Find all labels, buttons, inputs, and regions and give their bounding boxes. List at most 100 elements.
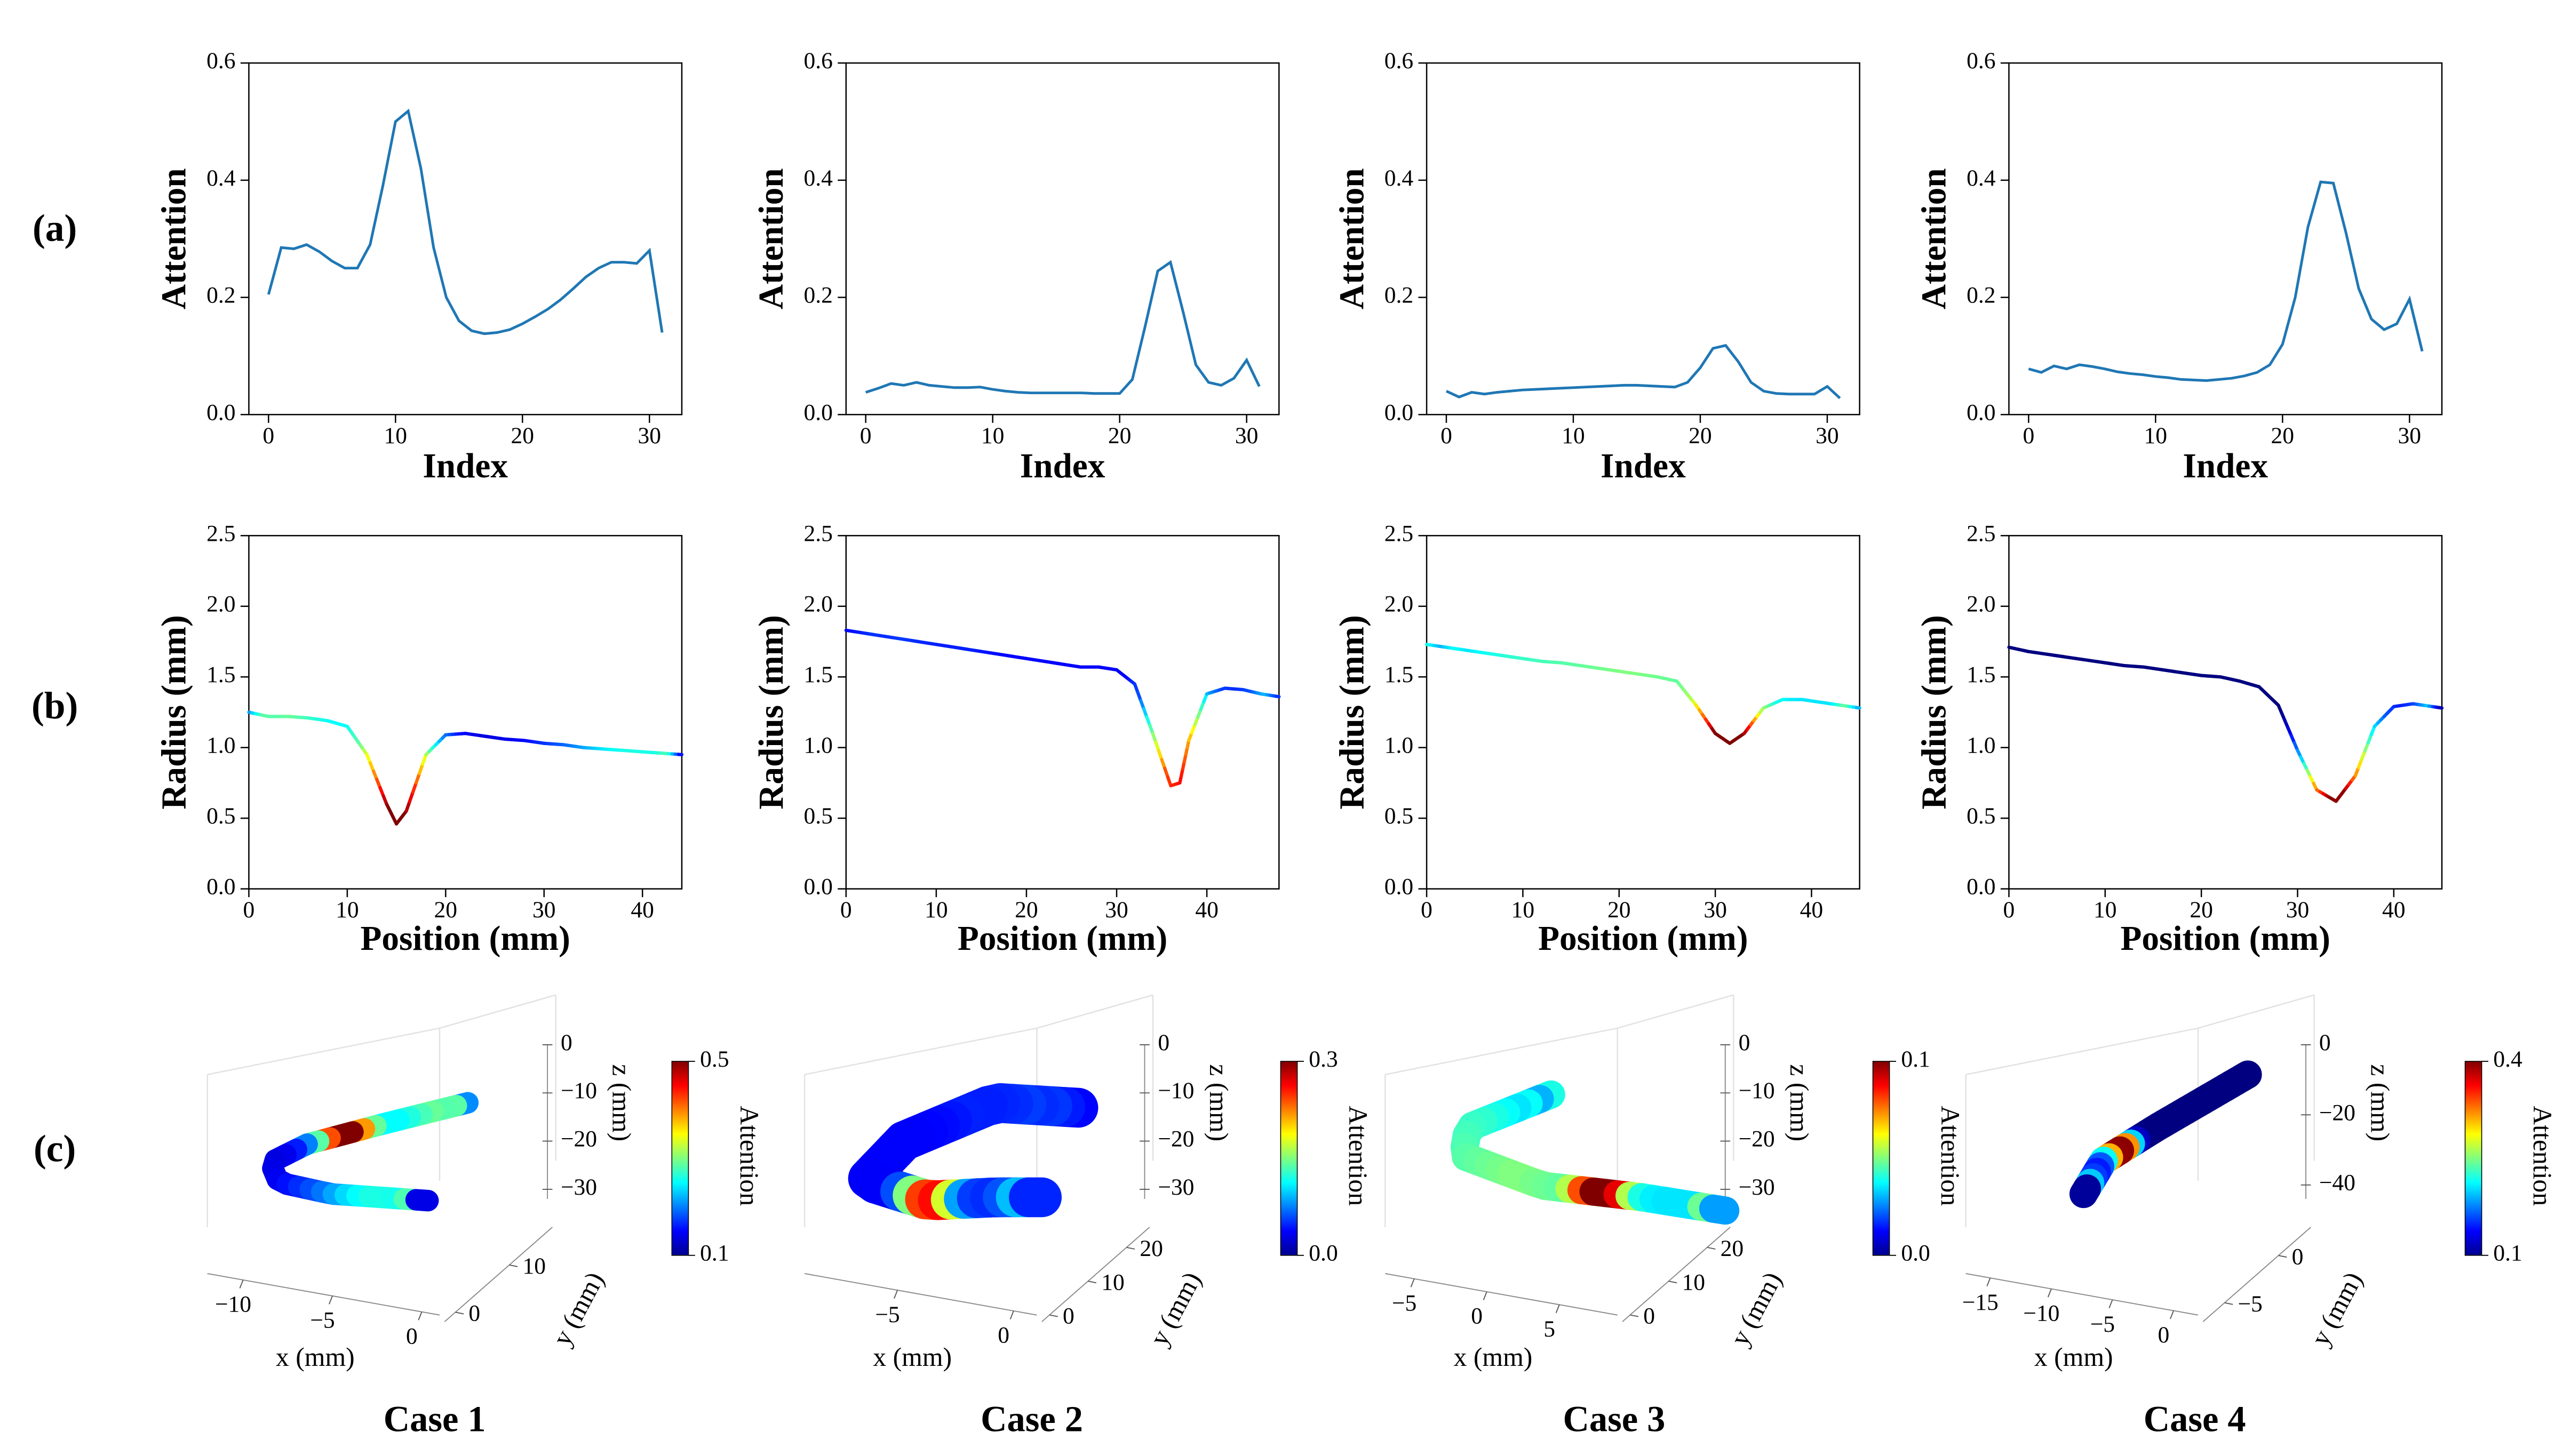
panel-label: (c) [34, 1127, 76, 1170]
y-tick-label: 0 [468, 1301, 480, 1326]
colorbar-label: Attention [1936, 1106, 1965, 1206]
x-tick-label: 30 [638, 423, 662, 449]
x-tick-label: 10 [1562, 423, 1585, 449]
y-axis-label: y (mm) [547, 1267, 610, 1350]
y-tick [2278, 1255, 2287, 1258]
y-tick-label: 1.0 [1384, 733, 1413, 758]
z-tick-label: −20 [2319, 1100, 2355, 1125]
x-tick-label: 30 [2398, 423, 2422, 449]
pane-line [439, 994, 556, 1029]
x-tick [2108, 1299, 2113, 1308]
y-tick-label: 0.4 [1384, 165, 1414, 191]
x-tick-label: 0 [840, 897, 852, 923]
x-tick-label: 0 [2003, 897, 2015, 923]
plot-frame [2008, 535, 2443, 890]
z-axis-label: z (mm) [1204, 1064, 1233, 1141]
z-tick-label: 0 [561, 1030, 572, 1055]
y-tick [1668, 1281, 1677, 1284]
x-tick-label: 20 [434, 897, 458, 923]
plot-frame [248, 535, 683, 890]
y-tick-label: 0.6 [804, 48, 833, 74]
x-tick-label: 30 [1816, 423, 1839, 449]
line-segment [411, 781, 418, 794]
x-axis [1385, 1273, 1618, 1316]
data-line [2028, 180, 2424, 382]
y-axis-label: Radius (mm) [1333, 615, 1371, 810]
y-tick-label: 10 [522, 1253, 546, 1279]
y-tick-label: 0 [1643, 1303, 1655, 1329]
data-line [267, 108, 664, 335]
x-tick-label: 10 [2094, 897, 2117, 923]
x-axis-label: Position (mm) [360, 919, 570, 958]
y-tick-label: 0.2 [206, 283, 235, 308]
y-tick-label: 2.5 [1967, 521, 1995, 546]
y-axis-label: y (mm) [1724, 1267, 1787, 1350]
y-tick [455, 1311, 464, 1315]
colorbar-tick-label: 0.1 [1901, 1046, 1930, 1072]
line-segment [404, 800, 411, 813]
z-axis-label: z (mm) [2365, 1064, 2394, 1141]
y-axis-label: y (mm) [2305, 1267, 2368, 1350]
x-tick-label: 0 [860, 423, 872, 449]
colorbar-tick-label: 0.1 [700, 1241, 729, 1266]
x-axis [804, 1273, 1037, 1316]
z-axis-label: z (mm) [607, 1064, 636, 1141]
y-tick-label: 1.0 [1967, 733, 1995, 758]
x-tick-label: 20 [1108, 423, 1132, 449]
y-tick-label: 2.0 [206, 591, 235, 617]
colorbar-tick-label: 0.0 [1901, 1241, 1930, 1266]
z-tick-label: 0 [2319, 1030, 2331, 1055]
y-tick-label: 0 [2292, 1244, 2304, 1269]
x-tick-label: 20 [2190, 897, 2213, 923]
plot-frame [248, 62, 683, 415]
line-segment [414, 772, 421, 785]
y-tick-label: 2.5 [1384, 521, 1413, 546]
colorbar-tick-label: 0.0 [1309, 1241, 1338, 1266]
y-tick-label: 0.0 [1384, 399, 1413, 425]
y-tick [2224, 1302, 2233, 1305]
x-tick-label: 10 [2144, 423, 2168, 449]
x-tick [1009, 1310, 1014, 1319]
x-tick-label: −10 [215, 1292, 251, 1317]
x-tick-label: 5 [1543, 1316, 1555, 1342]
case-title: Case 4 [2144, 1399, 2246, 1439]
x-axis-label: x (mm) [1454, 1342, 1533, 1372]
x-tick-label: −5 [2090, 1311, 2115, 1337]
y-tick-label: 2.0 [804, 591, 833, 617]
y-tick-label: 0 [1063, 1303, 1074, 1329]
y-tick-label: 0.4 [804, 165, 833, 191]
data-line [1445, 343, 1841, 399]
x-tick [418, 1311, 423, 1321]
y-tick-label: 0.0 [1967, 874, 1995, 900]
colorbar-label: Attention [2528, 1106, 2557, 1206]
z-tick-label: −10 [1158, 1078, 1194, 1103]
y-tick [1630, 1314, 1639, 1317]
x-tick-label: 10 [981, 423, 1005, 449]
tube-segment [2069, 1174, 2102, 1209]
z-tick-label: 0 [1739, 1030, 1750, 1055]
x-axis-label: x (mm) [873, 1342, 952, 1372]
y-tick-label: 0.2 [804, 283, 833, 308]
z-tick-label: −30 [1158, 1174, 1194, 1200]
plot-frame [1426, 62, 1860, 415]
pane-line [1965, 1027, 2199, 1076]
y-tick-label: 10 [1101, 1269, 1125, 1295]
x-axis-label: Index [1020, 447, 1105, 485]
x-tick-label: 40 [2382, 897, 2406, 923]
plot-frame [845, 535, 1280, 890]
y-tick-label: 2.0 [1384, 591, 1413, 617]
y-tick-label: 0.5 [206, 803, 235, 829]
y-tick [1126, 1246, 1135, 1250]
y-tick-label: 1.5 [1967, 662, 1995, 687]
pane-line [207, 1027, 440, 1076]
y-axis-label: Radius (mm) [155, 615, 194, 810]
x-tick-label: −5 [310, 1308, 335, 1333]
pane-line [1385, 1027, 1618, 1076]
x-axis-label: Position (mm) [2120, 919, 2330, 958]
x-tick [1410, 1278, 1415, 1287]
y-axis-label: Attention [1915, 168, 1954, 309]
pane-line [804, 1027, 1037, 1076]
y-tick-label: 0.0 [804, 874, 833, 900]
plot-frame [845, 62, 1280, 415]
